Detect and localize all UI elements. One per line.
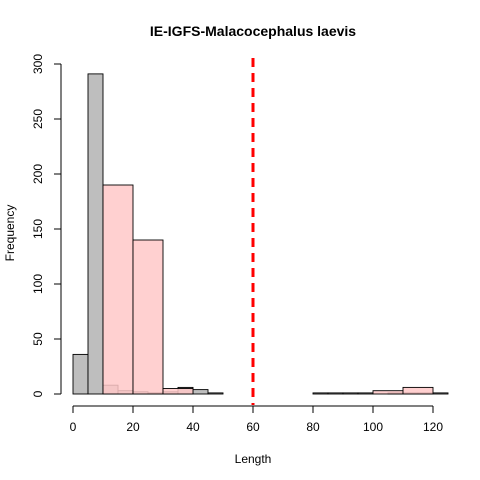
chart-title: IE-IGFS-Malacocephalus laevis bbox=[150, 23, 356, 39]
histogram-bar bbox=[327, 392, 344, 395]
y-tick-label: 200 bbox=[31, 164, 45, 184]
histogram-bar bbox=[162, 388, 194, 395]
histogram-bar bbox=[432, 392, 449, 395]
y-axis-label: Frequency bbox=[3, 205, 17, 262]
x-tick-label: 40 bbox=[186, 420, 200, 434]
y-tick-label: 300 bbox=[31, 54, 45, 74]
x-axis-label: Length bbox=[235, 452, 272, 466]
histogram-bar bbox=[72, 353, 89, 395]
x-tick-label: 20 bbox=[126, 420, 140, 434]
histogram-bar bbox=[207, 392, 224, 395]
x-axis: 0 20 40 60 80 100 120 bbox=[70, 405, 443, 434]
histogram-bar bbox=[87, 73, 104, 395]
x-tick-label: 60 bbox=[246, 420, 260, 434]
y-tick-label: 100 bbox=[31, 274, 45, 294]
histogram-bar bbox=[372, 390, 404, 395]
histogram-bar bbox=[102, 184, 134, 395]
histogram-bar bbox=[312, 392, 329, 395]
histogram-bar bbox=[357, 392, 374, 395]
histogram-bar bbox=[132, 239, 164, 395]
y-tick-label: 250 bbox=[31, 109, 45, 129]
x-tick-label: 80 bbox=[306, 420, 320, 434]
y-tick-label: 0 bbox=[31, 390, 45, 397]
x-tick-label: 120 bbox=[423, 420, 443, 434]
histogram-bar bbox=[192, 389, 209, 395]
y-tick-label: 150 bbox=[31, 219, 45, 239]
y-tick-label: 50 bbox=[31, 332, 45, 346]
histogram-bar bbox=[342, 392, 359, 395]
histogram-bar bbox=[402, 386, 434, 395]
x-tick-label: 0 bbox=[70, 420, 77, 434]
x-tick-label: 100 bbox=[363, 420, 383, 434]
histogram-bars bbox=[72, 73, 449, 395]
y-axis: 0 50 100 150 200 250 300 bbox=[31, 54, 62, 397]
